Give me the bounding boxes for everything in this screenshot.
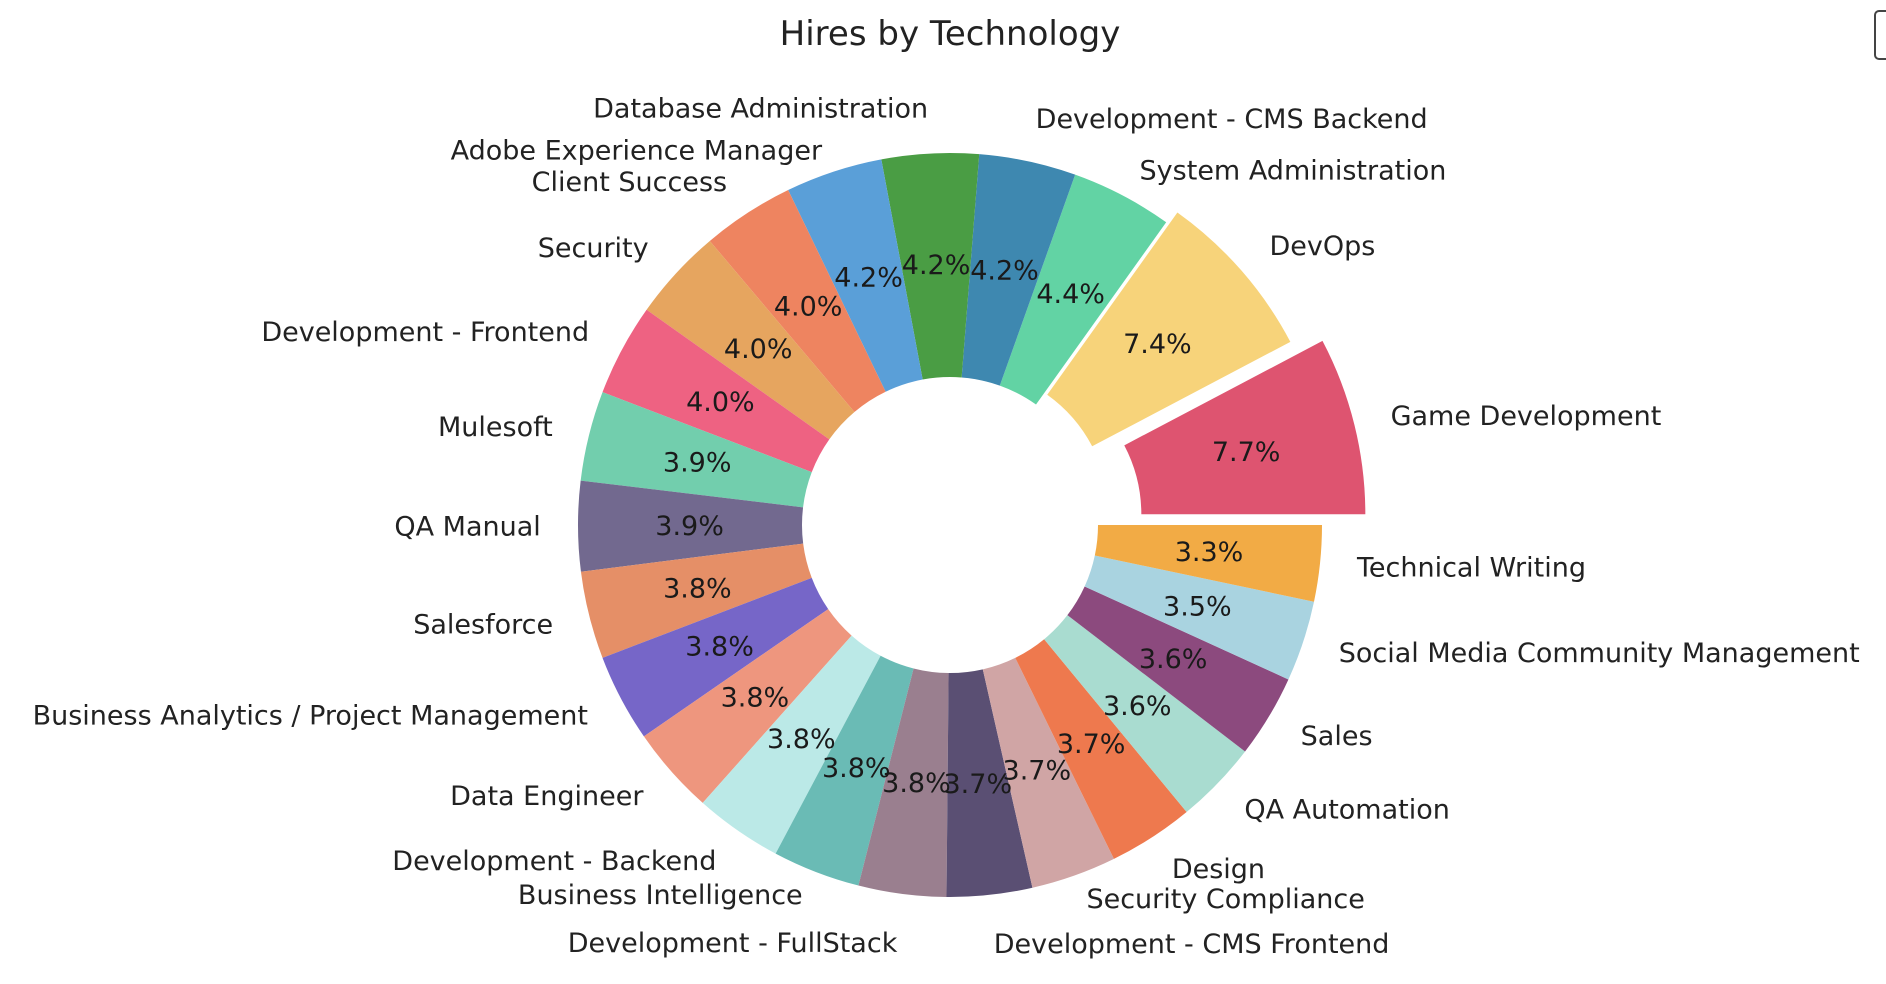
category-label-salesforce: Salesforce: [413, 609, 553, 640]
slice-development-frontend: [602, 309, 830, 473]
category-label-sales: Sales: [1301, 721, 1373, 752]
slice-adobe-experience-manager: [788, 159, 923, 392]
slice-security-compliance: [982, 657, 1114, 888]
percent-label-database-administration: 4.2%: [902, 250, 971, 281]
category-labels: Game Development DevOps System Administrat…: [33, 93, 1860, 959]
slice-qa-manual: [578, 480, 804, 572]
slice-sales: [1067, 586, 1289, 752]
category-label-qa-manual: QA Manual: [394, 511, 540, 542]
percent-label-development-fullstack: 3.8%: [882, 768, 951, 799]
category-label-development-cms-frontend: Development - CMS Frontend: [994, 929, 1390, 960]
category-label-system-administration: System Administration: [1140, 155, 1447, 186]
category-label-design: Design: [1172, 854, 1265, 885]
percent-label-design: 3.7%: [1057, 729, 1126, 760]
category-label-database-administration: Database Administration: [593, 93, 928, 124]
percent-label-sales: 3.6%: [1139, 644, 1208, 675]
percent-label-development-backend: 3.8%: [767, 724, 836, 755]
slice-data-engineer: [643, 609, 852, 803]
slice-salesforce: [580, 543, 812, 658]
category-label-social-media-community-management: Social Media Community Management: [1339, 638, 1860, 669]
legend-box: [1874, 10, 1886, 60]
percent-label-business-intelligence: 3.8%: [822, 753, 891, 784]
slice-database-administration: [881, 152, 980, 380]
category-label-qa-automation: QA Automation: [1244, 794, 1450, 825]
slice-social-media-community-management: [1084, 555, 1315, 680]
percent-label-qa-automation: 3.6%: [1103, 691, 1172, 722]
percent-label-qa-manual: 3.9%: [655, 511, 724, 542]
slice-game-development: [1124, 340, 1366, 515]
percent-label-system-administration: 4.4%: [1036, 279, 1105, 310]
percent-label-adobe-experience-manager: 4.2%: [834, 263, 903, 294]
category-label-devops: DevOps: [1269, 231, 1375, 262]
percent-label-development-frontend: 4.0%: [686, 387, 755, 418]
percent-label-technical-writing: 3.3%: [1175, 537, 1244, 568]
percent-label-development-cms-frontend: 3.7%: [944, 769, 1013, 800]
percent-label-mulesoft: 3.9%: [663, 447, 732, 478]
category-label-game-development: Game Development: [1391, 401, 1662, 432]
slice-business-analytics-project-management: [602, 577, 829, 737]
category-label-mulesoft: Mulesoft: [438, 412, 553, 443]
percent-label-development-cms-backend: 4.2%: [970, 255, 1039, 286]
slice-development-cms-backend: [961, 154, 1076, 386]
category-label-client-success: Client Success: [532, 167, 727, 198]
percent-label-devops: 7.4%: [1123, 329, 1192, 360]
percent-label-social-media-community-management: 3.5%: [1163, 591, 1232, 622]
category-label-data-engineer: Data Engineer: [450, 781, 644, 812]
category-label-adobe-experience-manager: Adobe Experience Manager: [451, 135, 823, 166]
category-label-business-intelligence: Business Intelligence: [518, 880, 803, 911]
percent-label-data-engineer: 3.8%: [721, 682, 790, 713]
slice-business-intelligence: [775, 655, 914, 886]
category-label-security: Security: [538, 233, 649, 264]
category-label-development-frontend: Development - Frontend: [261, 317, 589, 348]
chart-title: Hires by Technology: [780, 14, 1121, 54]
category-label-technical-writing: Technical Writing: [1356, 552, 1586, 583]
percent-label-security-compliance: 3.7%: [1003, 755, 1072, 786]
category-label-business-analytics-project-management: Business Analytics / Project Management: [33, 701, 588, 732]
slice-qa-automation: [1044, 615, 1246, 813]
category-label-development-cms-backend: Development - CMS Backend: [1036, 104, 1428, 135]
slice-security: [646, 240, 855, 440]
slice-devops: [1047, 212, 1291, 447]
slice-mulesoft: [580, 392, 812, 508]
slice-client-success: [709, 190, 886, 412]
percent-label-security: 4.0%: [724, 334, 793, 365]
slice-system-administration: [999, 174, 1167, 405]
pie-slices: [578, 152, 1366, 897]
slice-development-cms-frontend: [946, 669, 1033, 897]
category-label-development-fullstack: Development - FullStack: [568, 928, 898, 959]
percent-labels: 7.7%7.4%4.4%4.2%4.2%4.2%4.0%4.0%4.0%3.9%…: [655, 250, 1280, 800]
slice-technical-writing: [1094, 525, 1322, 602]
category-label-development-backend: Development - Backend: [392, 846, 716, 877]
slice-development-backend: [702, 635, 881, 854]
slice-development-fullstack: [858, 668, 949, 897]
percent-label-game-development: 7.7%: [1212, 437, 1281, 468]
category-label-security-compliance: Security Compliance: [1086, 884, 1364, 915]
percent-label-salesforce: 3.8%: [663, 573, 732, 604]
percent-label-business-analytics-project-management: 3.8%: [685, 631, 754, 662]
percent-label-client-success: 4.0%: [774, 292, 843, 323]
slice-design: [1015, 639, 1187, 859]
